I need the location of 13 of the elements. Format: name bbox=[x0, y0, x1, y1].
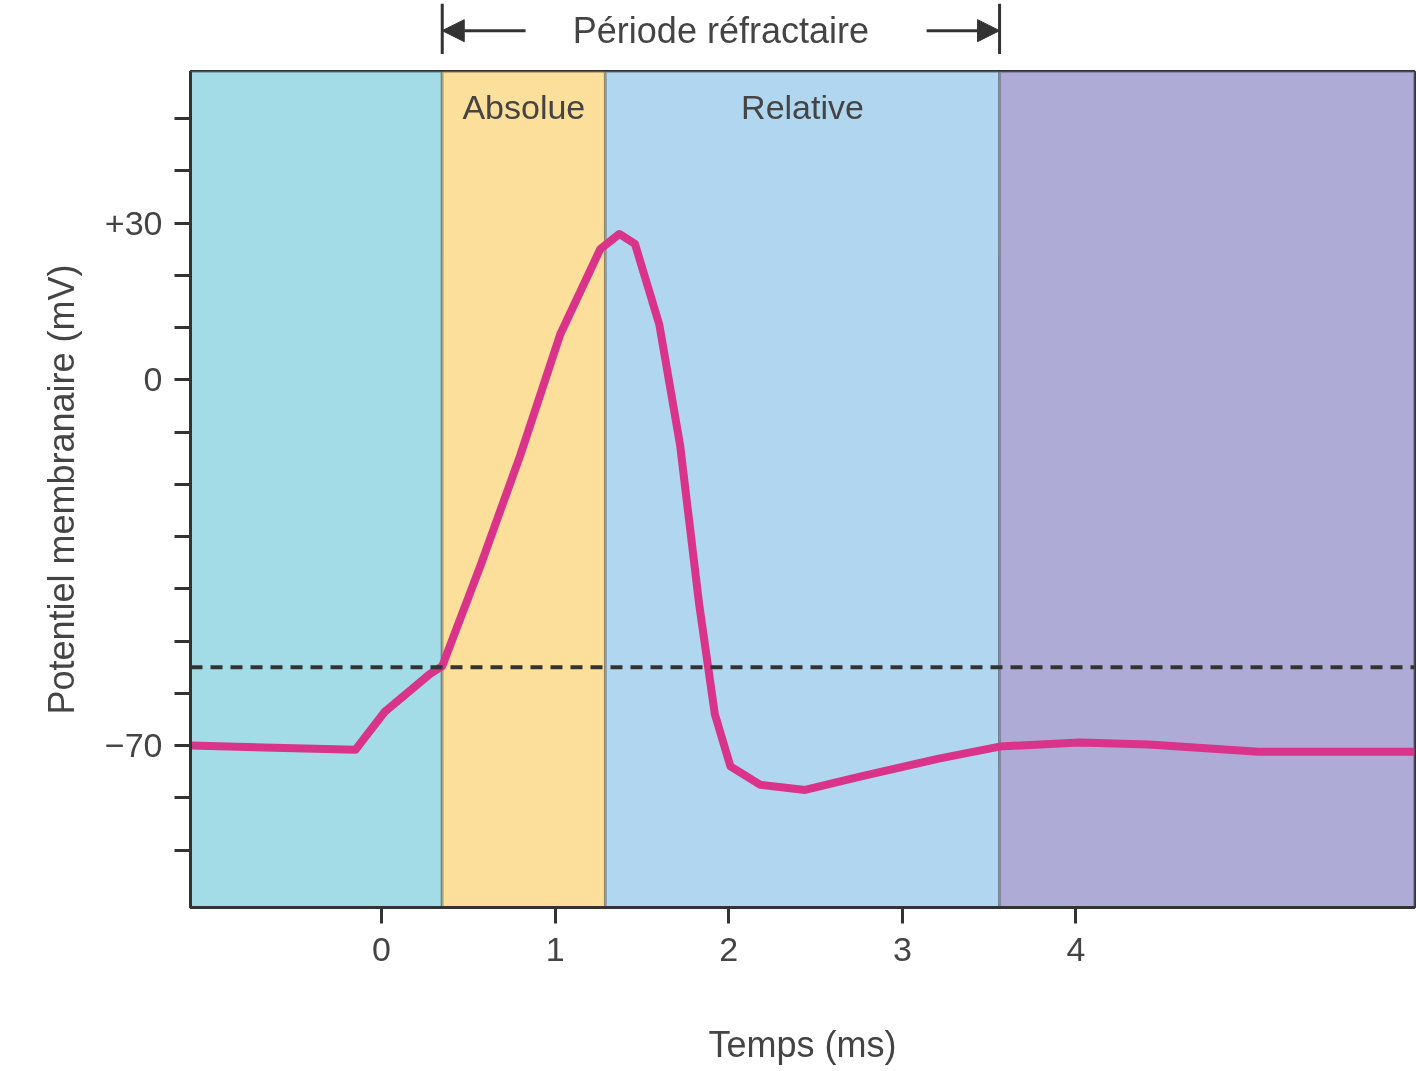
band-label: Absolue bbox=[462, 87, 586, 126]
y-tick-label: +30 bbox=[104, 203, 163, 242]
x-tick-label: 0 bbox=[372, 929, 391, 968]
x-tick-label: 2 bbox=[719, 929, 739, 968]
x-axis-title: Temps (ms) bbox=[708, 1023, 897, 1065]
text: Période réfractaire bbox=[572, 10, 869, 52]
x-tick-label: 1 bbox=[545, 929, 565, 968]
x-tick-label: 3 bbox=[892, 929, 912, 968]
y-tick-label: −70 bbox=[104, 726, 163, 765]
band-label: Relative bbox=[741, 87, 864, 126]
x-tick-label: 4 bbox=[1066, 929, 1086, 968]
y-tick-label: 0 bbox=[143, 360, 163, 399]
y-axis-title: Potentiel membranaire (mV) bbox=[40, 264, 82, 715]
